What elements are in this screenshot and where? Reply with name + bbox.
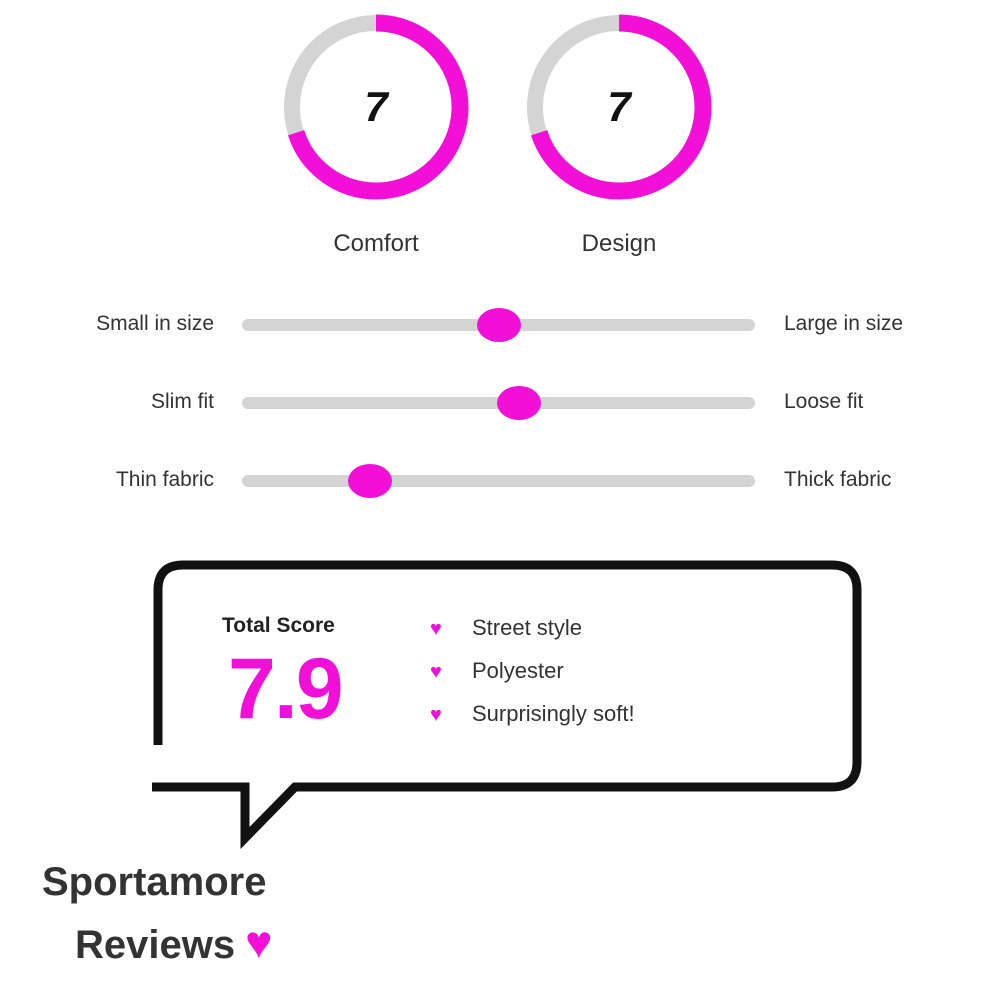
comfort-label: Comfort bbox=[333, 230, 419, 257]
size-slider-track bbox=[242, 308, 755, 342]
fabric-slider-thumb bbox=[348, 464, 393, 498]
fit-slider-thumb bbox=[497, 386, 542, 420]
fit-slider-row: Slim fit Loose fit bbox=[0, 383, 984, 423]
design-score: 7 bbox=[607, 83, 631, 130]
size-slider-row: Small in size Large in size bbox=[0, 305, 984, 345]
feature-text: Street style bbox=[472, 615, 583, 640]
ring-fill bbox=[526, 14, 712, 200]
bubble-outline bbox=[152, 560, 862, 850]
slider-left-label: Slim fit bbox=[151, 390, 214, 413]
size-slider-thumb bbox=[476, 308, 521, 342]
total-score-value: 7.9 bbox=[228, 641, 344, 737]
feature-item: ♥ Surprisingly soft! bbox=[430, 701, 635, 727]
feature-item: ♥ Polyester bbox=[430, 658, 564, 684]
total-score-label: Total Score bbox=[222, 614, 335, 637]
comfort-ring-graphic bbox=[283, 14, 469, 200]
heart-icon: ♥ bbox=[430, 618, 442, 640]
feature-text: Polyester bbox=[472, 658, 564, 683]
ring-fill bbox=[283, 14, 469, 200]
comfort-score: 7 bbox=[364, 83, 388, 130]
design-label: Design bbox=[581, 230, 657, 257]
feature-text: Surprisingly soft! bbox=[472, 701, 635, 726]
heart-icon: ♥ bbox=[430, 661, 442, 683]
heart-icon: ♥ bbox=[245, 916, 273, 968]
brand-tagline: Reviews ♥ bbox=[75, 915, 272, 969]
heart-icon: ♥ bbox=[430, 704, 442, 726]
slider-right-label: Loose fit bbox=[784, 390, 864, 413]
fabric-slider-row: Thin fabric Thick fabric bbox=[0, 461, 984, 501]
fabric-slider-track bbox=[242, 464, 755, 498]
slider-right-label: Large in size bbox=[784, 312, 904, 335]
comfort-rating-ring: 7 bbox=[282, 13, 470, 201]
slider-left-label: Small in size bbox=[96, 312, 214, 335]
feature-item: ♥ Street style bbox=[430, 615, 582, 641]
brand-tagline-text: Reviews bbox=[75, 923, 236, 967]
design-ring-graphic bbox=[526, 14, 712, 200]
slider-left-label: Thin fabric bbox=[115, 468, 214, 491]
brand-name: Sportamore bbox=[42, 860, 267, 904]
design-rating-ring: 7 bbox=[525, 13, 713, 201]
slider-right-label: Thick fabric bbox=[784, 468, 892, 491]
fit-slider-track bbox=[242, 386, 755, 420]
